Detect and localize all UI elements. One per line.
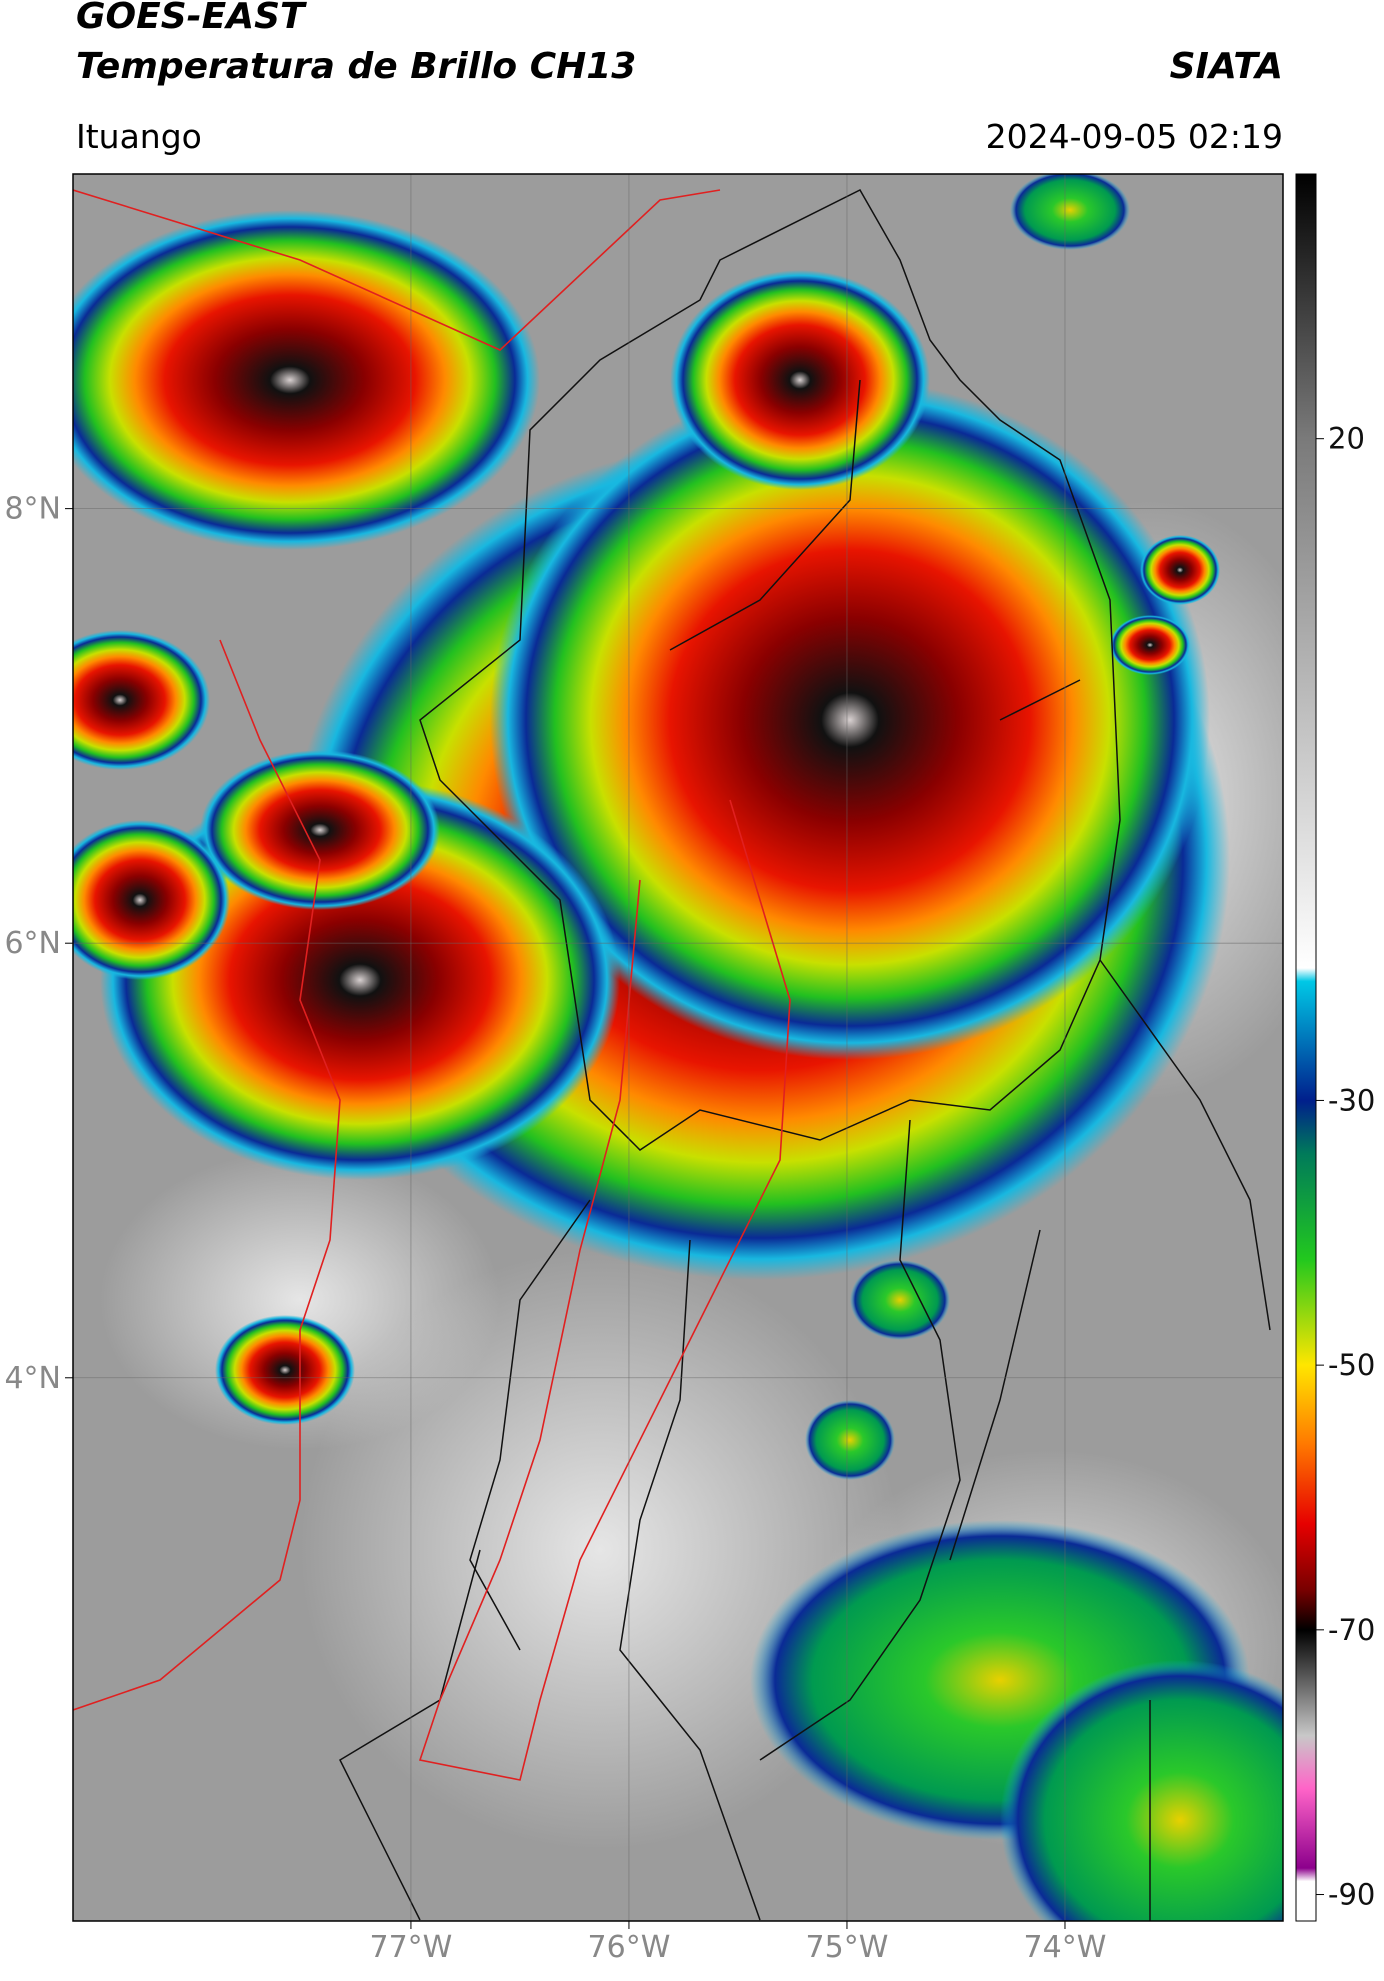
colorbar-tick-label: -70 bbox=[1328, 1613, 1375, 1647]
source: SIATA bbox=[1170, 46, 1283, 87]
colorbar: 20 -30 -50 -70 -90 bbox=[1295, 173, 1375, 1922]
colorbar-bar bbox=[1295, 173, 1317, 1922]
location: Ituango bbox=[76, 117, 202, 156]
colorbar-tick-label: -90 bbox=[1328, 1878, 1375, 1912]
header-line1: GOES-EAST bbox=[76, 0, 307, 37]
y-tick-label: 4°N bbox=[4, 1361, 61, 1396]
colorbar-tick-label: -50 bbox=[1328, 1348, 1375, 1382]
y-tick-label: 6°N bbox=[4, 926, 61, 961]
x-tick-label: 77°W bbox=[370, 1930, 453, 1965]
datetime: 2024-09-05 02:19 bbox=[986, 117, 1283, 156]
x-tick-label: 75°W bbox=[806, 1930, 889, 1965]
colorbar-tick-label: -30 bbox=[1328, 1083, 1375, 1117]
satellite-image bbox=[73, 174, 1283, 1921]
title: Temperatura de Brillo CH13 bbox=[76, 46, 636, 87]
x-tick-label: 76°W bbox=[588, 1930, 671, 1965]
map-frame bbox=[72, 173, 1284, 1922]
colorbar-tick-label: 20 bbox=[1328, 422, 1365, 456]
map-grid bbox=[65, 174, 1283, 1929]
y-tick-label: 8°N bbox=[4, 492, 61, 527]
x-tick-label: 74°W bbox=[1024, 1930, 1107, 1965]
